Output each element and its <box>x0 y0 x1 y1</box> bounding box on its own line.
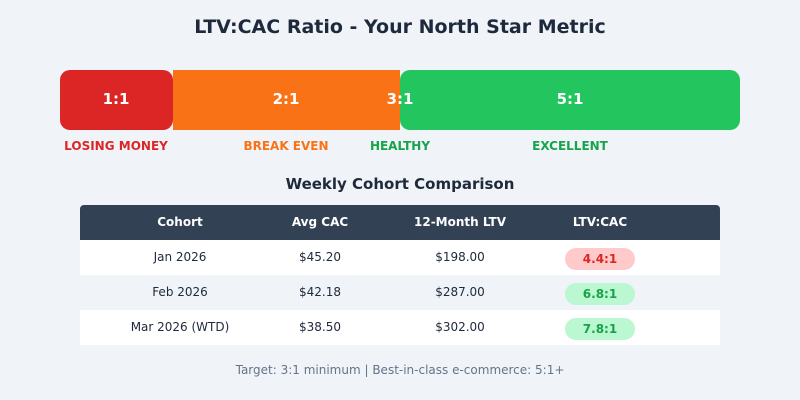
header-ratio: LTV:CAC <box>572 215 628 229</box>
table-title: Weekly Cohort Comparison <box>285 175 515 193</box>
cell-cac: $38.50 <box>299 320 341 334</box>
zone-label-excellent: EXCELLENT <box>532 139 608 153</box>
cell-cohort: Mar 2026 (WTD) <box>130 320 230 334</box>
table-header <box>80 205 720 240</box>
zone-label-losing-money: LOSING MONEY <box>64 139 168 153</box>
ratio-badge: 7.8:1 <box>565 318 635 340</box>
zone-label-break-even: BREAK EVEN <box>243 139 329 153</box>
losing-money-segment <box>60 70 173 130</box>
cell-cac: $42.18 <box>299 285 341 299</box>
marker-2-1: 2:1 <box>272 90 300 108</box>
cell-ltv: $287.00 <box>435 285 485 299</box>
page-title: LTV:CAC Ratio - Your North Star Metric <box>194 16 606 38</box>
marker-1-1: 1:1 <box>102 90 130 108</box>
ratio-badge: 4.4:1 <box>565 248 635 270</box>
header-cohort: Cohort <box>157 215 203 229</box>
cell-cohort: Feb 2026 <box>152 285 208 299</box>
zone-label-healthy: HEALTHY <box>369 139 431 153</box>
cell-ltv: $198.00 <box>435 250 485 264</box>
header-ltv: 12-Month LTV <box>414 215 506 229</box>
cell-ltv: $302.00 <box>435 320 485 334</box>
excellent-segment <box>400 70 740 130</box>
cell-cohort: Jan 2026 <box>153 250 207 264</box>
marker-5-1: 5:1 <box>556 90 584 108</box>
header-avg-cac: Avg CAC <box>291 215 349 229</box>
marker-3-1: 3:1 <box>386 90 414 108</box>
cell-cac: $45.20 <box>299 250 341 264</box>
ratio-badge: 6.8:1 <box>565 283 635 305</box>
break-even-segment <box>173 70 400 130</box>
footer-note: Target: 3:1 minimum | Best-in-class e-co… <box>235 363 565 377</box>
